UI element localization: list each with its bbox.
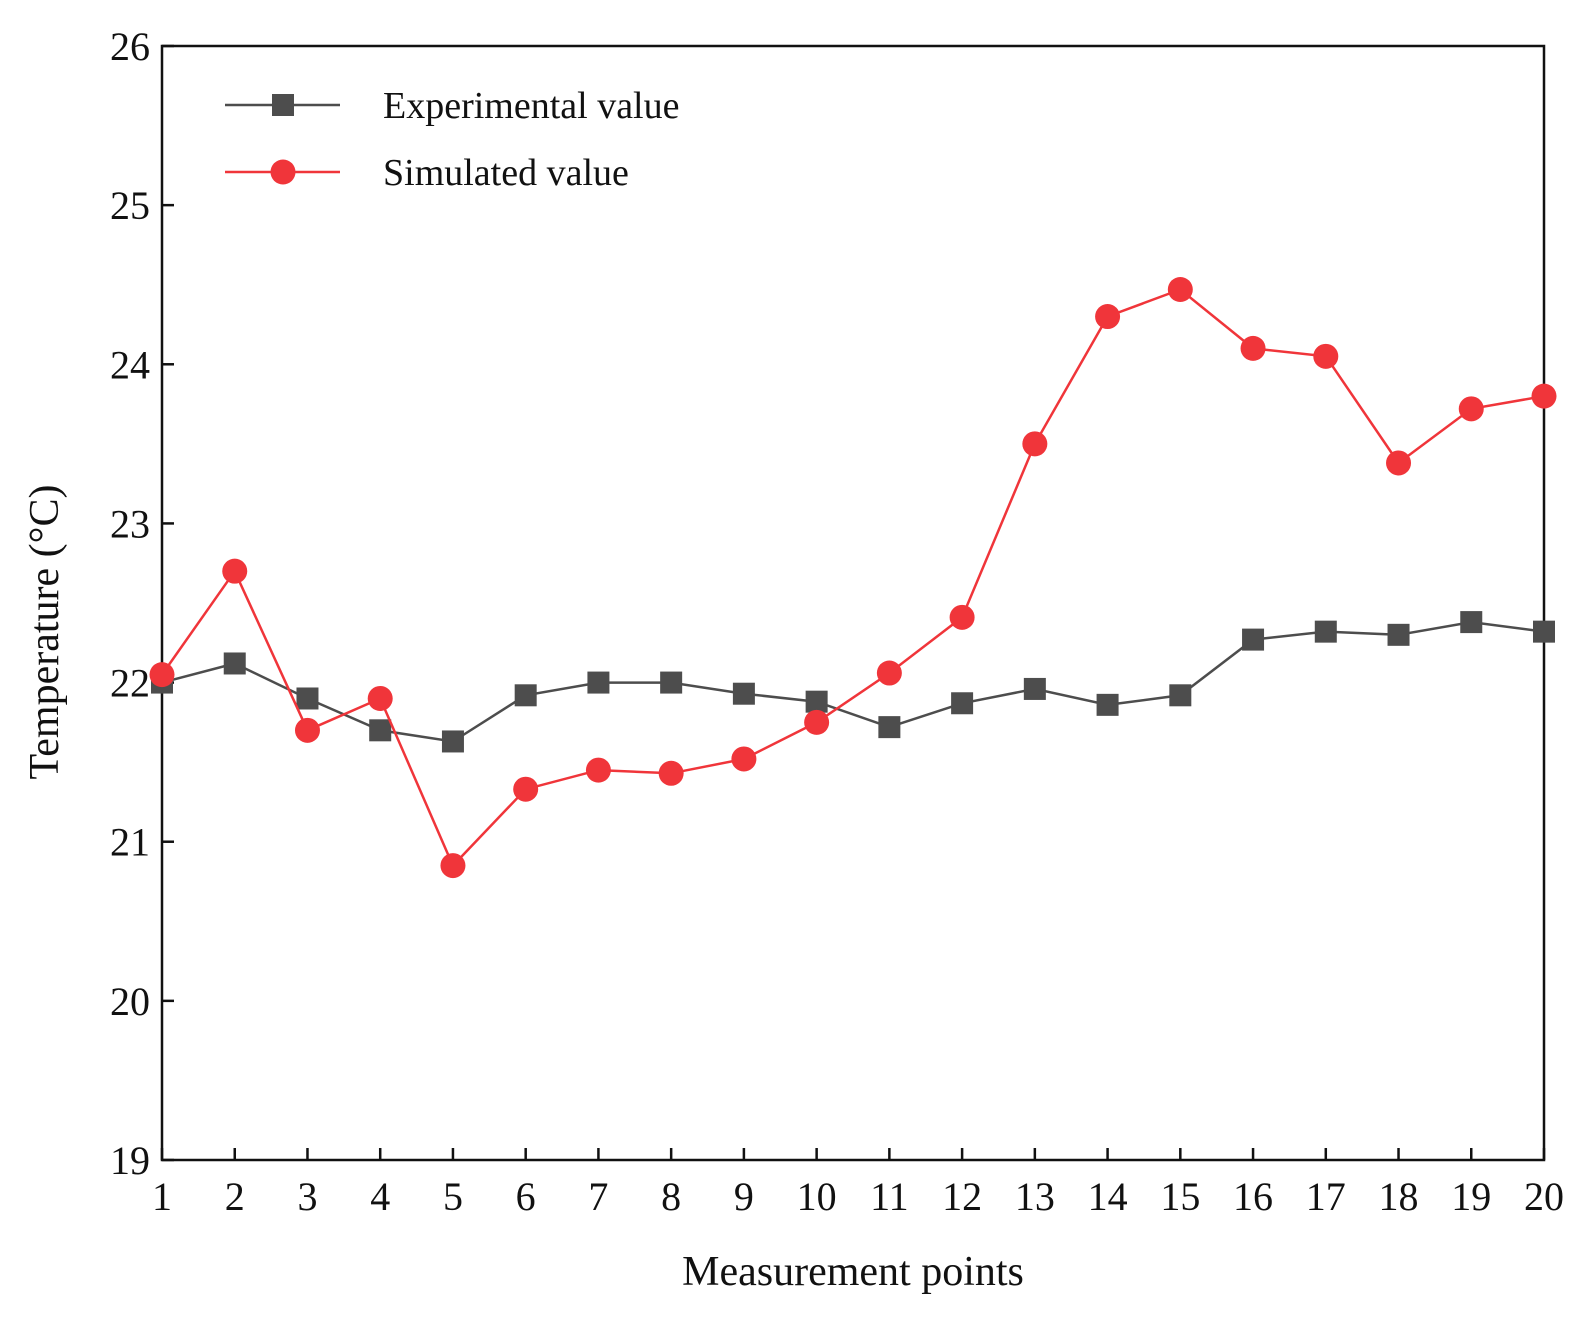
y-tick-label: 25 — [110, 183, 150, 228]
data-point-experimental — [369, 719, 392, 742]
data-point-simulated — [876, 660, 902, 686]
data-point-experimental — [732, 682, 755, 705]
x-tick-label: 2 — [225, 1174, 245, 1219]
data-point-experimental — [441, 730, 464, 753]
data-point-simulated — [658, 760, 684, 786]
y-tick-label: 23 — [110, 501, 150, 546]
series-simulated — [149, 276, 1557, 879]
data-point-simulated — [1458, 396, 1484, 422]
data-point-experimental — [951, 692, 974, 715]
data-point-experimental — [1242, 628, 1265, 651]
y-axis-title: Temperature (°C) — [22, 485, 68, 780]
x-axis-title: Measurement points — [682, 1249, 1024, 1295]
y-tick-label: 19 — [110, 1138, 150, 1183]
data-point-simulated — [1022, 431, 1048, 457]
y-axis-ticks: 19 20 21 22 23 24 25 26 — [110, 24, 174, 1183]
y-tick-label: 22 — [110, 661, 150, 706]
x-tick-label: 3 — [297, 1174, 317, 1219]
x-tick-label: 8 — [661, 1174, 681, 1219]
series-layer — [149, 276, 1557, 879]
data-point-experimental — [1169, 684, 1192, 707]
data-point-experimental — [296, 687, 319, 710]
data-point-simulated — [149, 662, 175, 688]
x-tick-label: 11 — [870, 1174, 909, 1219]
data-point-experimental — [878, 716, 901, 739]
series-line-simulated — [160, 288, 1545, 868]
legend-marker-simulated — [270, 159, 296, 185]
legend-item-simulated: Simulated value — [225, 152, 629, 194]
legend: Experimental value Simulated value — [225, 85, 680, 194]
data-point-experimental — [1387, 623, 1410, 646]
y-tick-label: 20 — [110, 979, 150, 1024]
data-point-simulated — [804, 709, 830, 735]
data-point-simulated — [222, 558, 248, 584]
x-tick-label: 19 — [1451, 1174, 1491, 1219]
data-point-experimental — [1460, 611, 1483, 634]
data-point-simulated — [585, 757, 611, 783]
data-point-simulated — [1167, 276, 1193, 302]
data-point-experimental — [1314, 620, 1337, 643]
x-tick-label: 15 — [1160, 1174, 1200, 1219]
plot-frame — [160, 44, 1546, 1162]
x-tick-label: 20 — [1524, 1174, 1564, 1219]
data-point-experimental — [1023, 677, 1046, 700]
data-point-simulated — [1531, 383, 1557, 409]
data-point-simulated — [1240, 335, 1266, 361]
x-tick-label: 17 — [1306, 1174, 1346, 1219]
legend-item-experimental: Experimental value — [225, 85, 680, 127]
data-point-simulated — [949, 604, 975, 630]
x-tick-label: 9 — [734, 1174, 754, 1219]
data-point-experimental — [514, 684, 537, 707]
x-tick-label: 5 — [443, 1174, 463, 1219]
data-point-simulated — [294, 717, 320, 743]
data-point-simulated — [513, 776, 539, 802]
x-tick-label: 14 — [1088, 1174, 1128, 1219]
data-point-simulated — [1386, 450, 1412, 476]
data-point-experimental — [223, 652, 246, 675]
data-point-experimental — [1533, 620, 1555, 643]
x-tick-label: 4 — [370, 1174, 390, 1219]
x-tick-label: 16 — [1233, 1174, 1273, 1219]
x-tick-label: 12 — [942, 1174, 982, 1219]
x-tick-label: 7 — [588, 1174, 608, 1219]
legend-marker-experimental — [272, 94, 294, 116]
y-tick-label: 21 — [110, 820, 150, 865]
data-point-simulated — [440, 853, 466, 879]
x-tick-label: 10 — [797, 1174, 837, 1219]
data-point-experimental — [660, 671, 683, 694]
x-tick-label: 18 — [1379, 1174, 1419, 1219]
y-tick-label: 24 — [110, 342, 150, 387]
series-experimental — [151, 611, 1555, 753]
legend-label-simulated: Simulated value — [383, 152, 629, 194]
data-point-experimental — [805, 690, 828, 713]
data-point-experimental — [1096, 693, 1119, 716]
x-tick-label: 6 — [516, 1174, 536, 1219]
series-line-experimental — [161, 620, 1545, 743]
data-point-simulated — [731, 746, 757, 772]
x-tick-label: 1 — [152, 1174, 172, 1219]
data-point-simulated — [1095, 304, 1121, 330]
legend-label-experimental: Experimental value — [383, 85, 680, 127]
y-tick-label: 26 — [110, 24, 150, 69]
data-point-simulated — [367, 685, 393, 711]
x-axis-ticks: 1 2 3 4 5 6 7 8 9 10 11 12 13 14 15 16 17 18 19 20 — [152, 1148, 1564, 1219]
data-point-experimental — [587, 671, 610, 694]
x-tick-label: 13 — [1015, 1174, 1055, 1219]
data-point-simulated — [1313, 343, 1339, 369]
